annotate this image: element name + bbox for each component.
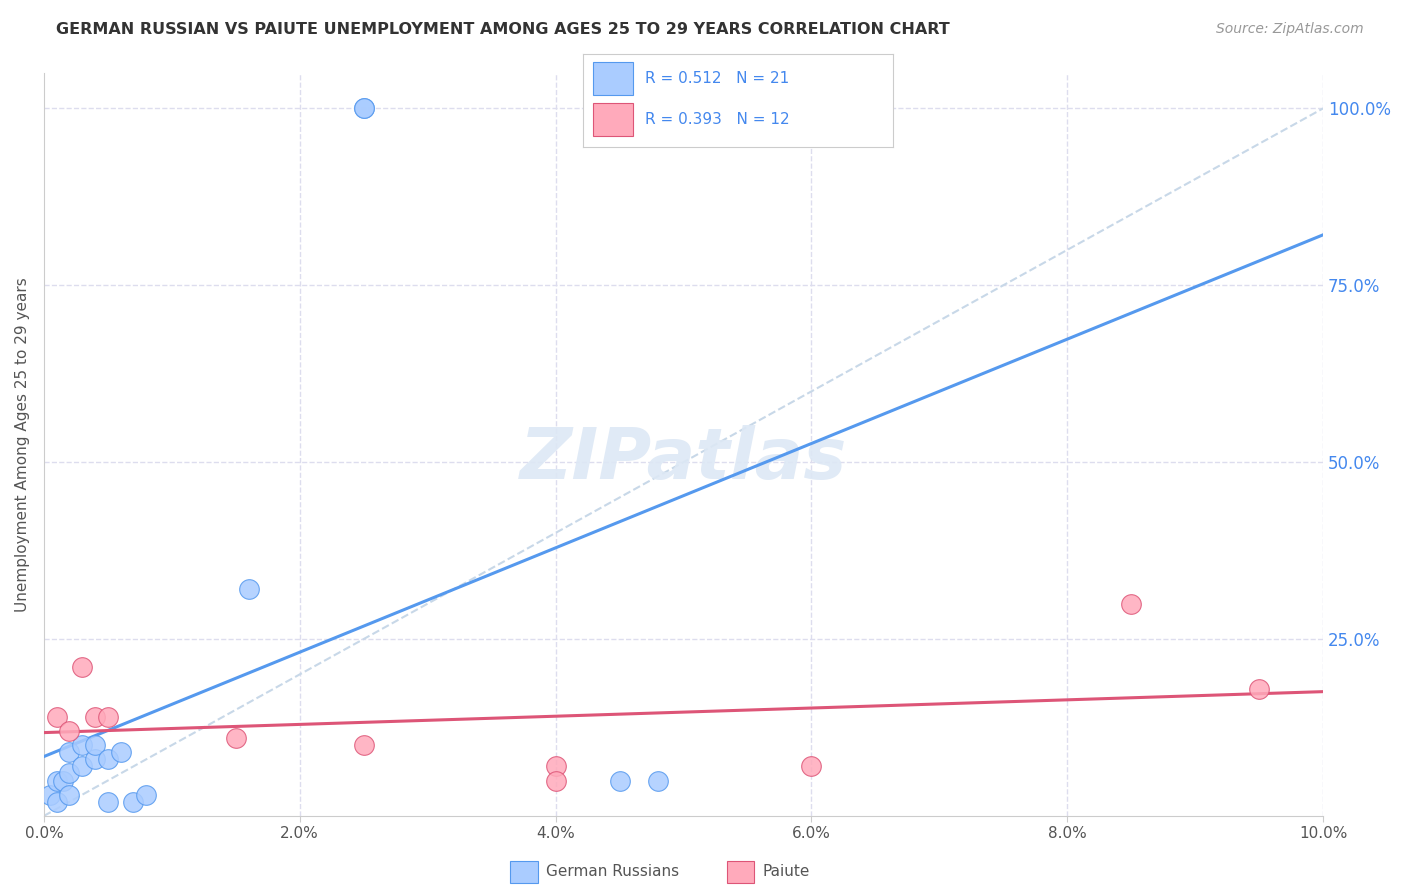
Point	[135, 788, 157, 802]
Point	[353, 101, 375, 115]
Point	[225, 731, 247, 745]
Text: ZIPatlas: ZIPatlas	[520, 425, 848, 494]
Point	[800, 759, 823, 773]
Text: GERMAN RUSSIAN VS PAIUTE UNEMPLOYMENT AMONG AGES 25 TO 29 YEARS CORRELATION CHAR: GERMAN RUSSIAN VS PAIUTE UNEMPLOYMENT AM…	[56, 22, 950, 37]
Point	[97, 795, 120, 809]
Point	[58, 766, 80, 780]
Point	[72, 738, 94, 752]
Bar	[727, 861, 754, 883]
Text: R = 0.393   N = 12: R = 0.393 N = 12	[645, 112, 790, 127]
Point	[97, 752, 120, 766]
Point	[84, 710, 107, 724]
Point	[39, 788, 62, 802]
Y-axis label: Unemployment Among Ages 25 to 29 years: Unemployment Among Ages 25 to 29 years	[15, 277, 30, 612]
Point	[45, 795, 67, 809]
Point	[58, 724, 80, 739]
Point	[122, 795, 145, 809]
Bar	[593, 62, 633, 95]
Point	[238, 582, 260, 597]
Point	[97, 710, 120, 724]
Bar	[510, 861, 537, 883]
Point	[84, 752, 107, 766]
Point	[1249, 681, 1271, 696]
Point	[45, 710, 67, 724]
Text: R = 0.512   N = 21: R = 0.512 N = 21	[645, 70, 790, 86]
Text: German Russians: German Russians	[546, 864, 679, 880]
Point	[544, 773, 567, 788]
Point	[45, 773, 67, 788]
Point	[353, 738, 375, 752]
Point	[647, 773, 669, 788]
Point	[58, 788, 80, 802]
Point	[544, 759, 567, 773]
Point	[110, 745, 132, 759]
Point	[353, 101, 375, 115]
Text: Source: ZipAtlas.com: Source: ZipAtlas.com	[1216, 22, 1364, 37]
Point	[1121, 597, 1143, 611]
Text: Paiute: Paiute	[762, 864, 810, 880]
Point	[84, 738, 107, 752]
Point	[72, 759, 94, 773]
Point	[52, 773, 75, 788]
Point	[72, 660, 94, 674]
Bar	[593, 103, 633, 136]
Point	[609, 773, 631, 788]
Point	[58, 745, 80, 759]
